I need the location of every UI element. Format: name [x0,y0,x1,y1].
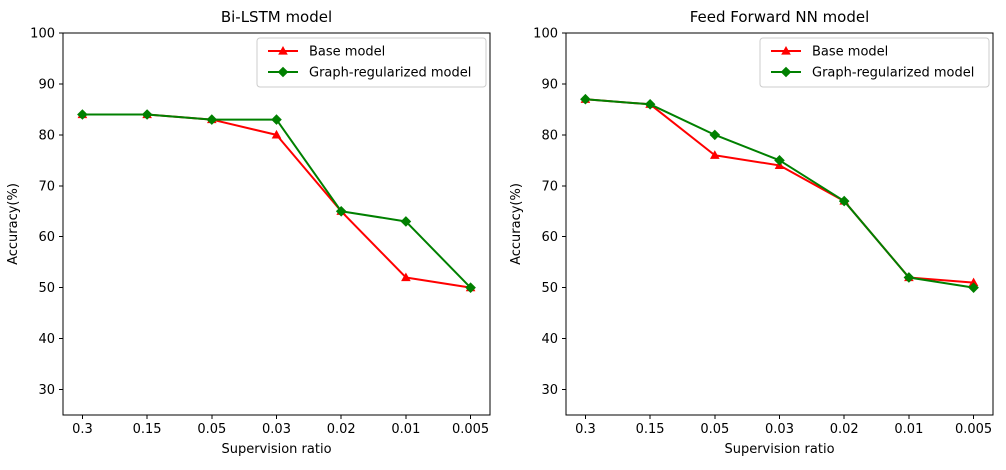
series-graph-regularized-model [580,93,979,293]
y-tick-label: 80 [541,128,558,143]
legend-label: Base model [812,45,888,60]
x-axis-label: Supervision ratio [724,442,834,457]
feed-forward-nn-chart-canvas: 30 40 50 60 70 80 90 100 0.3 0.15 0.05 0.03 0.02 0.01… [503,0,1006,470]
x-tick-label: 0.03 [765,422,794,437]
y-tick-label: 50 [38,281,55,296]
y-tick-label: 50 [541,281,558,296]
diamond-marker [335,205,347,217]
y-tick-label: 80 [38,128,55,143]
x-tick-label: 0.005 [452,422,489,437]
y-tick-label: 60 [541,230,558,245]
x-tick-label: 0.01 [391,422,420,437]
triangle-marker [968,277,979,287]
legend-label: Graph-regularized model [309,66,471,81]
y-tick-label: 100 [533,27,558,42]
chart-title: Feed Forward NN model [690,8,870,26]
x-axis-label: Supervision ratio [221,442,331,457]
triangle-marker [271,129,282,139]
y-tick-label: 70 [541,179,558,194]
diamond-marker [77,109,88,120]
legend-box [759,37,990,88]
legend: Base model Graph-regularized model [759,37,990,88]
y-tick-label: 90 [541,77,558,92]
legend-box [256,37,487,88]
y-tick-label: 40 [541,332,558,347]
diamond-marker [465,282,476,293]
x-tick-label: 0.15 [636,422,665,437]
legend-diamond-marker [277,66,289,78]
y-axis-label: Accuracy(%) [6,183,21,265]
diamond-marker [580,93,591,105]
legend-label: Base model [309,45,385,60]
x-tick-label: 0.05 [197,422,226,437]
series-graph-regularized-model [77,109,476,293]
y-tick-label: 100 [30,27,55,42]
y-tick-label: 30 [541,383,558,398]
triangle-marker [710,150,720,159]
x-tick-label: 0.3 [72,422,93,437]
diamond-marker [141,109,153,120]
x-tick-label: 0.05 [700,422,729,437]
x-tick-label: 0.02 [327,422,356,437]
legend-triangle-marker [781,46,791,55]
diamond-marker [400,216,412,227]
diamond-marker [903,272,915,283]
chart-bi-lstm: 30 40 50 60 70 80 90 100 0.3 0.15 0.05 0.03 0.02 0.01… [6,8,491,457]
x-tick-label: 0.02 [830,422,859,437]
legend-triangle-marker [278,46,288,55]
y-tick-label: 60 [38,230,55,245]
legend: Base model Graph-regularized model [256,37,487,88]
legend-label: Graph-regularized model [812,66,974,81]
bi-lstm-chart-canvas: 30 40 50 60 70 80 90 100 0.3 0.15 0.05 0.03 0.02 0.01… [6,8,491,457]
y-tick-label: 40 [38,332,55,347]
diamond-marker [271,114,282,125]
chart-feed-forward-nn: 30 40 50 60 70 80 90 100 0.3 0.15 0.05 0.03 0.02 0.01… [503,0,1006,470]
diamond-marker [709,129,721,141]
x-tick-label: 0.3 [575,422,596,437]
x-tick-label: 0.005 [955,422,992,437]
y-tick-label: 30 [38,383,55,398]
x-tick-label: 0.01 [894,422,923,437]
triangle-marker [401,272,411,282]
chart-title: Bi-LSTM model [221,8,332,26]
y-tick-label: 70 [38,179,55,194]
diamond-marker [968,282,979,293]
diamond-marker [206,114,218,125]
y-tick-label: 90 [38,77,55,92]
y-axis-label: Accuracy(%) [509,183,524,265]
x-tick-label: 0.03 [262,422,291,437]
diamond-marker [838,195,850,207]
x-tick-label: 0.15 [133,422,162,437]
diamond-marker [644,99,656,110]
